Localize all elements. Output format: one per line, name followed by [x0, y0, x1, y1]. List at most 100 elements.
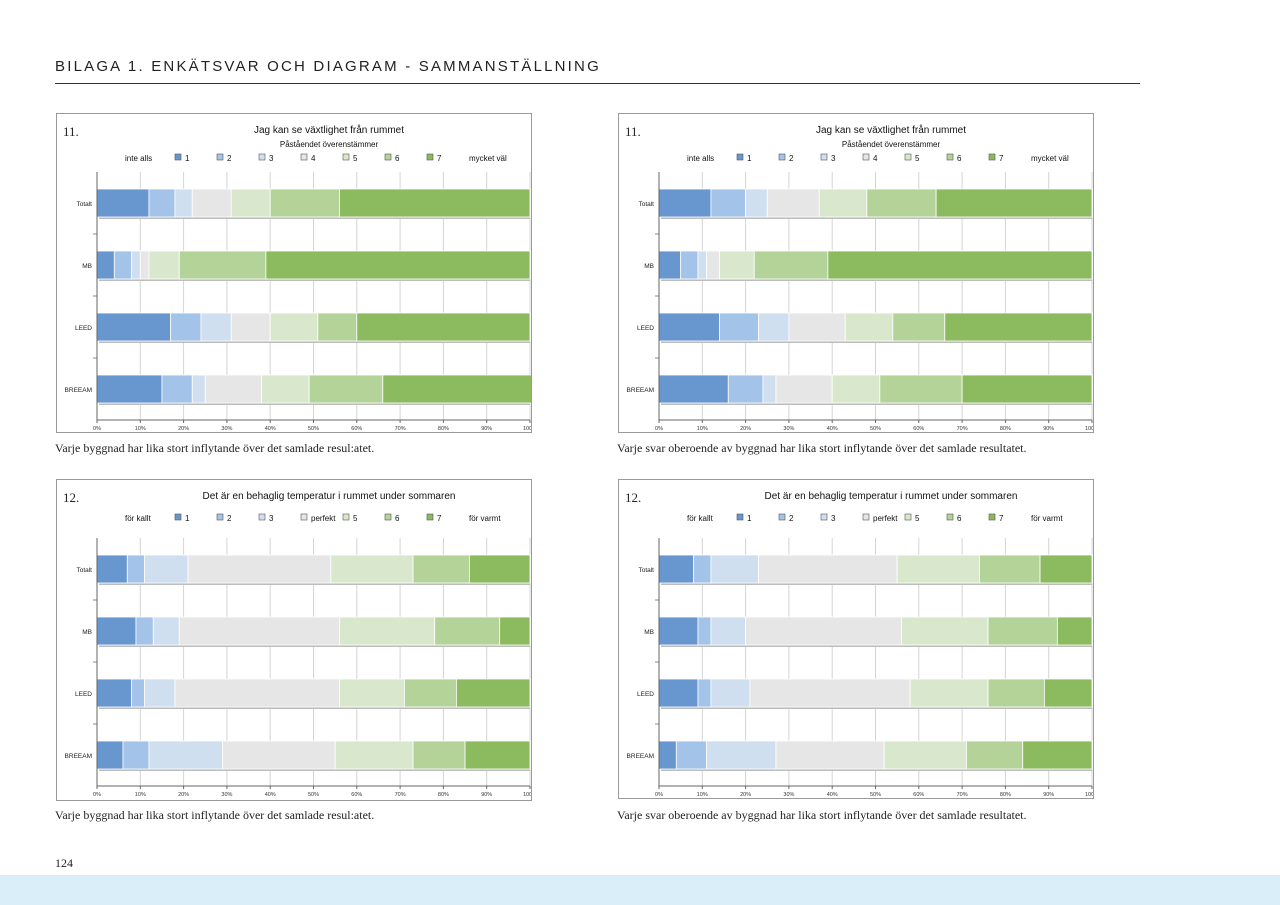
legend-label: 2	[789, 514, 794, 523]
legend-swatch	[384, 513, 392, 521]
legend-swatch	[904, 513, 912, 521]
x-tick-label: 60%	[913, 426, 924, 432]
x-tick-label: 100%	[1085, 792, 1093, 798]
bar-segment	[658, 374, 729, 404]
bar-segment	[96, 188, 150, 218]
category-label: BREEAM	[627, 753, 654, 760]
legend-swatch	[778, 513, 786, 521]
bar-segment	[148, 250, 180, 280]
bar-segment	[658, 312, 721, 342]
legend-swatch	[820, 153, 828, 161]
bar-segment	[339, 188, 531, 218]
x-tick-label: 80%	[1000, 426, 1011, 432]
bar-segment	[1056, 616, 1093, 646]
x-tick-label: 90%	[481, 426, 492, 432]
bar-segment	[866, 188, 937, 218]
legend-swatch	[174, 513, 182, 521]
category-label: BREEAM	[65, 753, 92, 760]
x-tick-label: 0%	[655, 792, 663, 798]
category-label: MB	[82, 629, 92, 636]
chart-title: Jag kan se växtlighet från rummet	[816, 124, 966, 136]
bar-segment	[1039, 554, 1093, 584]
bar-segment	[658, 188, 712, 218]
x-tick-label: 70%	[957, 426, 968, 432]
bar-segment	[758, 312, 790, 342]
bar-segment	[745, 616, 902, 646]
legend-swatch	[904, 153, 912, 161]
bar-segment	[339, 678, 405, 708]
bar-segment	[788, 312, 846, 342]
bar-segment	[892, 312, 946, 342]
legend-swatch	[736, 513, 744, 521]
bar-segment	[96, 740, 124, 770]
bar-segment	[191, 374, 206, 404]
bar-segment	[745, 188, 768, 218]
bar-segment	[144, 678, 176, 708]
legend-swatch	[384, 153, 392, 161]
legend-label: 6	[395, 154, 400, 163]
chart-number: 12.	[63, 490, 79, 505]
x-tick-label: 20%	[740, 792, 751, 798]
legend-right-label: mycket väl	[469, 154, 507, 163]
chart-q12-unweighted: 12. Det är en behaglig temperatur i rumme…	[625, 490, 1093, 798]
x-tick-label: 80%	[1000, 792, 1011, 798]
legend-right-label: mycket väl	[1031, 154, 1069, 163]
legend-swatch	[820, 513, 828, 521]
category-label: BREEAM	[627, 387, 654, 394]
legend-label: 7	[999, 514, 1004, 523]
legend-swatch	[778, 153, 786, 161]
x-tick-label: 30%	[221, 426, 232, 432]
x-tick-label: 30%	[783, 792, 794, 798]
legend-swatch	[736, 153, 744, 161]
legend-label: 3	[831, 154, 836, 163]
caption-q12-weighted: Varje byggnad har lika stort inflytande …	[55, 808, 375, 822]
chart-title: Det är en behaglig temperatur i rummet u…	[765, 491, 1018, 502]
bar-segment	[710, 678, 751, 708]
bar-segment	[187, 554, 332, 584]
bar-segment	[148, 188, 176, 218]
bar-segment	[658, 554, 695, 584]
legend-label: 5	[353, 154, 358, 163]
bar-segment	[844, 312, 894, 342]
legend-label: perfekt	[873, 514, 898, 523]
bar-segment	[269, 312, 319, 342]
x-tick-label: 20%	[178, 792, 189, 798]
bar-segment	[152, 616, 180, 646]
legend-swatch	[988, 153, 996, 161]
legend-left-label: inte alls	[125, 154, 152, 163]
title-divider	[55, 83, 1140, 84]
bar-segment	[174, 188, 193, 218]
bar-segment	[96, 616, 137, 646]
bar-segment	[658, 616, 699, 646]
legend-right-label: för varmt	[1031, 514, 1063, 523]
legend-label: 5	[353, 514, 358, 523]
bar-segment	[126, 554, 146, 584]
bar-segment	[1043, 678, 1093, 708]
legend-swatch	[300, 153, 308, 161]
legend-swatch	[862, 513, 870, 521]
bar-segment	[464, 740, 531, 770]
x-tick-label: 60%	[351, 426, 362, 432]
page-title: BILAGA 1. ENKÄTSVAR OCH DIAGRAM - SAMMAN…	[55, 58, 601, 75]
bar-segment	[161, 374, 193, 404]
x-tick-label: 100%	[1085, 426, 1093, 432]
bar-segment	[658, 250, 682, 280]
category-label: MB	[644, 629, 654, 636]
bar-segment	[827, 250, 1093, 280]
x-tick-label: 40%	[265, 426, 276, 432]
bar-segment	[706, 250, 721, 280]
legend-right-label: för varmt	[469, 514, 501, 523]
bar-segment	[230, 188, 271, 218]
bar-segment	[1022, 740, 1093, 770]
legend-label: 5	[915, 154, 920, 163]
x-tick-label: 80%	[438, 792, 449, 798]
legend-swatch	[426, 513, 434, 521]
bar-segment	[170, 312, 202, 342]
category-label: MB	[644, 263, 654, 270]
bar-segment	[412, 554, 470, 584]
bar-segment	[979, 554, 1041, 584]
bar-segment	[356, 312, 531, 342]
chart-panel-q12-unweighted: 12. Det är en behaglig temperatur i rumme…	[618, 479, 1094, 799]
x-tick-label: 70%	[957, 792, 968, 798]
x-tick-label: 90%	[481, 792, 492, 798]
